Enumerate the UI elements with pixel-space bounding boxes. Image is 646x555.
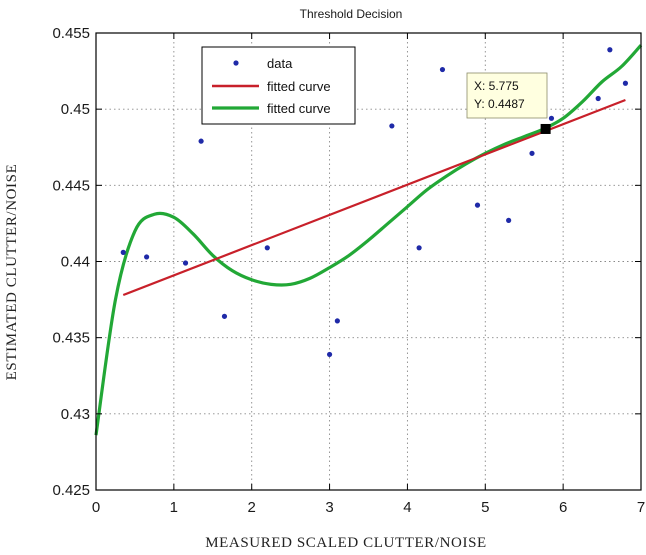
datatip-box: [466, 72, 548, 119]
x-tick-label: 0: [92, 499, 100, 516]
y-tick-label: 0.45: [61, 101, 90, 118]
x-axis-label: MEASURED SCALED CLUTTER/NOISE: [205, 535, 487, 551]
datatip-x-label: X: 5.775: [474, 79, 519, 93]
chart-title: Threshold Decision: [300, 7, 403, 21]
data-point: [389, 123, 395, 129]
data-point: [439, 66, 446, 73]
y-axis-label: ESTIMATED CLUTTER/NOISE: [4, 164, 20, 381]
legend-data-marker: [233, 60, 239, 66]
data-point: [182, 260, 189, 266]
x-tick-label: 4: [403, 499, 411, 516]
datatip-marker: [540, 123, 551, 134]
data-point: [334, 318, 340, 324]
axis-ticks: 0 1 2 3 4 5 6 7 0.425 0.43 0.435 0.44 0.445 0.45 0.455: [52, 25, 645, 516]
data-point: [326, 351, 333, 358]
y-tick-label: 0.44: [61, 254, 90, 271]
y-tick-label: 0.435: [52, 330, 90, 347]
y-tick-label: 0.445: [52, 177, 90, 194]
x-tick-label: 7: [637, 499, 645, 516]
y-tick-label: 0.43: [61, 406, 90, 423]
data-point: [622, 80, 629, 86]
data-point: [529, 150, 535, 156]
x-tick-label: 1: [170, 499, 178, 516]
legend-label-data: data: [267, 56, 293, 71]
y-tick-label: 0.455: [52, 25, 90, 42]
data-point: [416, 245, 422, 251]
x-tick-label: 2: [248, 499, 256, 516]
data-point: [264, 245, 270, 251]
x-tick-label: 6: [559, 499, 567, 516]
data-point: [474, 202, 481, 208]
x-tick-label: 3: [325, 499, 333, 516]
data-point: [198, 138, 204, 144]
legend: data fitted curve fitted curve: [201, 46, 356, 125]
y-tick-label: 0.425: [52, 482, 90, 499]
x-tick-label: 5: [481, 499, 489, 516]
datatip-layer: X: 5.775 Y: 0.4487: [466, 72, 551, 134]
data-point: [595, 95, 601, 102]
legend-label-red-fit: fitted curve: [267, 79, 331, 94]
legend-label-green-fit: fitted curve: [267, 101, 331, 116]
data-point: [506, 217, 512, 223]
data-point: [221, 313, 228, 319]
data-point: [144, 254, 150, 260]
data-points-layer: [120, 47, 629, 358]
data-point: [607, 47, 613, 53]
data-point: [548, 115, 555, 121]
datatip-y-label: Y: 0.4487: [474, 97, 525, 111]
data-point: [120, 249, 126, 255]
